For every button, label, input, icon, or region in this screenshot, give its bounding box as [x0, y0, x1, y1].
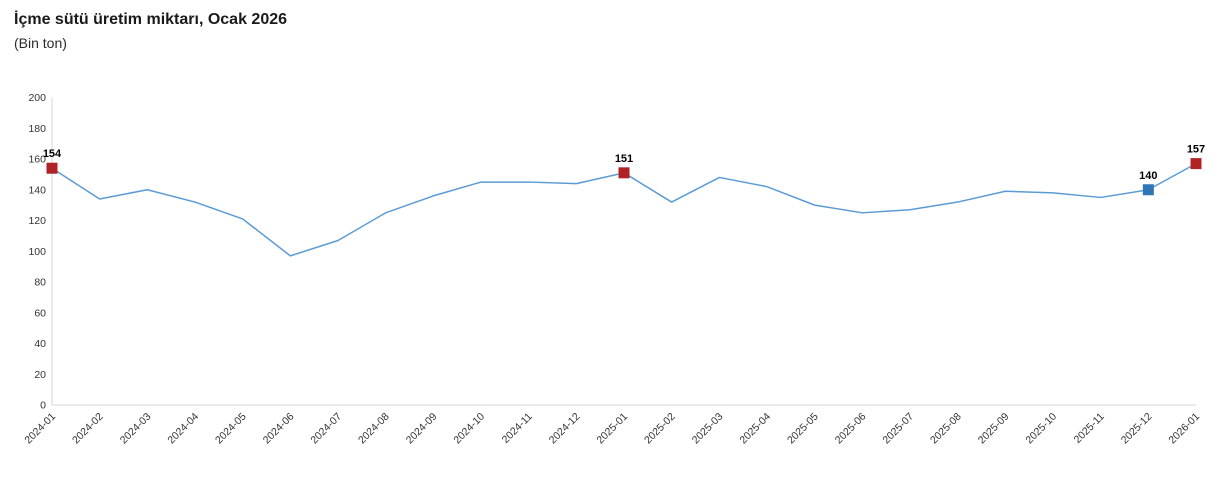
data-point-marker[interactable] — [1142, 184, 1154, 196]
data-point-marker[interactable] — [46, 162, 58, 174]
x-axis-label: 2025-05 — [785, 411, 821, 447]
data-point-label: 140 — [1139, 170, 1157, 182]
data-point-label: 157 — [1187, 144, 1205, 156]
x-axis-label: 2024-08 — [356, 411, 392, 447]
chart-title: İçme sütü üretim miktarı, Ocak 2026 — [14, 11, 288, 28]
y-axis-label: 100 — [28, 246, 46, 258]
x-axis-label: 2024-10 — [451, 411, 487, 447]
x-axis-label: 2024-02 — [70, 411, 106, 447]
x-axis-label: 2025-02 — [642, 411, 678, 447]
x-axis-label: 2025-11 — [1072, 411, 1107, 446]
y-axis-label: 180 — [28, 123, 46, 135]
y-axis-label: 0 — [40, 400, 46, 412]
x-axis-label: 2024-09 — [404, 411, 440, 447]
y-axis-label: 200 — [28, 92, 46, 104]
x-axis-label: 2025-04 — [737, 411, 773, 447]
x-axis-label: 2025-03 — [690, 411, 726, 447]
x-axis-label: 2024-11 — [500, 411, 535, 446]
x-axis-label: 2024-07 — [308, 411, 344, 447]
y-axis-label: 40 — [34, 338, 46, 350]
y-axis-label: 60 — [34, 307, 46, 319]
x-axis-label: 2025-10 — [1023, 411, 1059, 447]
data-point-marker[interactable] — [618, 167, 630, 179]
y-axis-label: 160 — [28, 154, 46, 166]
y-axis-label: 140 — [28, 184, 46, 196]
x-axis-label: 2024-04 — [165, 411, 201, 447]
data-point-marker[interactable] — [1190, 158, 1202, 170]
x-axis-label: 2025-01 — [594, 411, 630, 447]
data-point-label: 154 — [43, 148, 62, 160]
x-axis-label: 2024-05 — [213, 411, 249, 447]
data-point-label: 151 — [615, 153, 633, 165]
y-axis-label: 80 — [34, 277, 46, 289]
x-axis-label: 2024-06 — [261, 411, 297, 447]
x-axis-label: 2026-01 — [1166, 411, 1202, 447]
x-axis-label: 2025-09 — [976, 411, 1012, 447]
x-axis-label: 2024-12 — [547, 411, 583, 447]
x-axis-label: 2025-07 — [880, 411, 916, 447]
x-axis-label: 2025-06 — [833, 411, 869, 447]
chart-subtitle: (Bin ton) — [14, 35, 67, 51]
y-axis-label: 120 — [28, 215, 46, 227]
x-axis-label: 2025-08 — [928, 411, 964, 447]
y-axis-label: 20 — [34, 369, 46, 381]
x-axis-label: 2024-01 — [22, 411, 58, 447]
x-axis-label: 2025-12 — [1119, 411, 1155, 447]
x-axis-label: 2024-03 — [118, 411, 154, 447]
